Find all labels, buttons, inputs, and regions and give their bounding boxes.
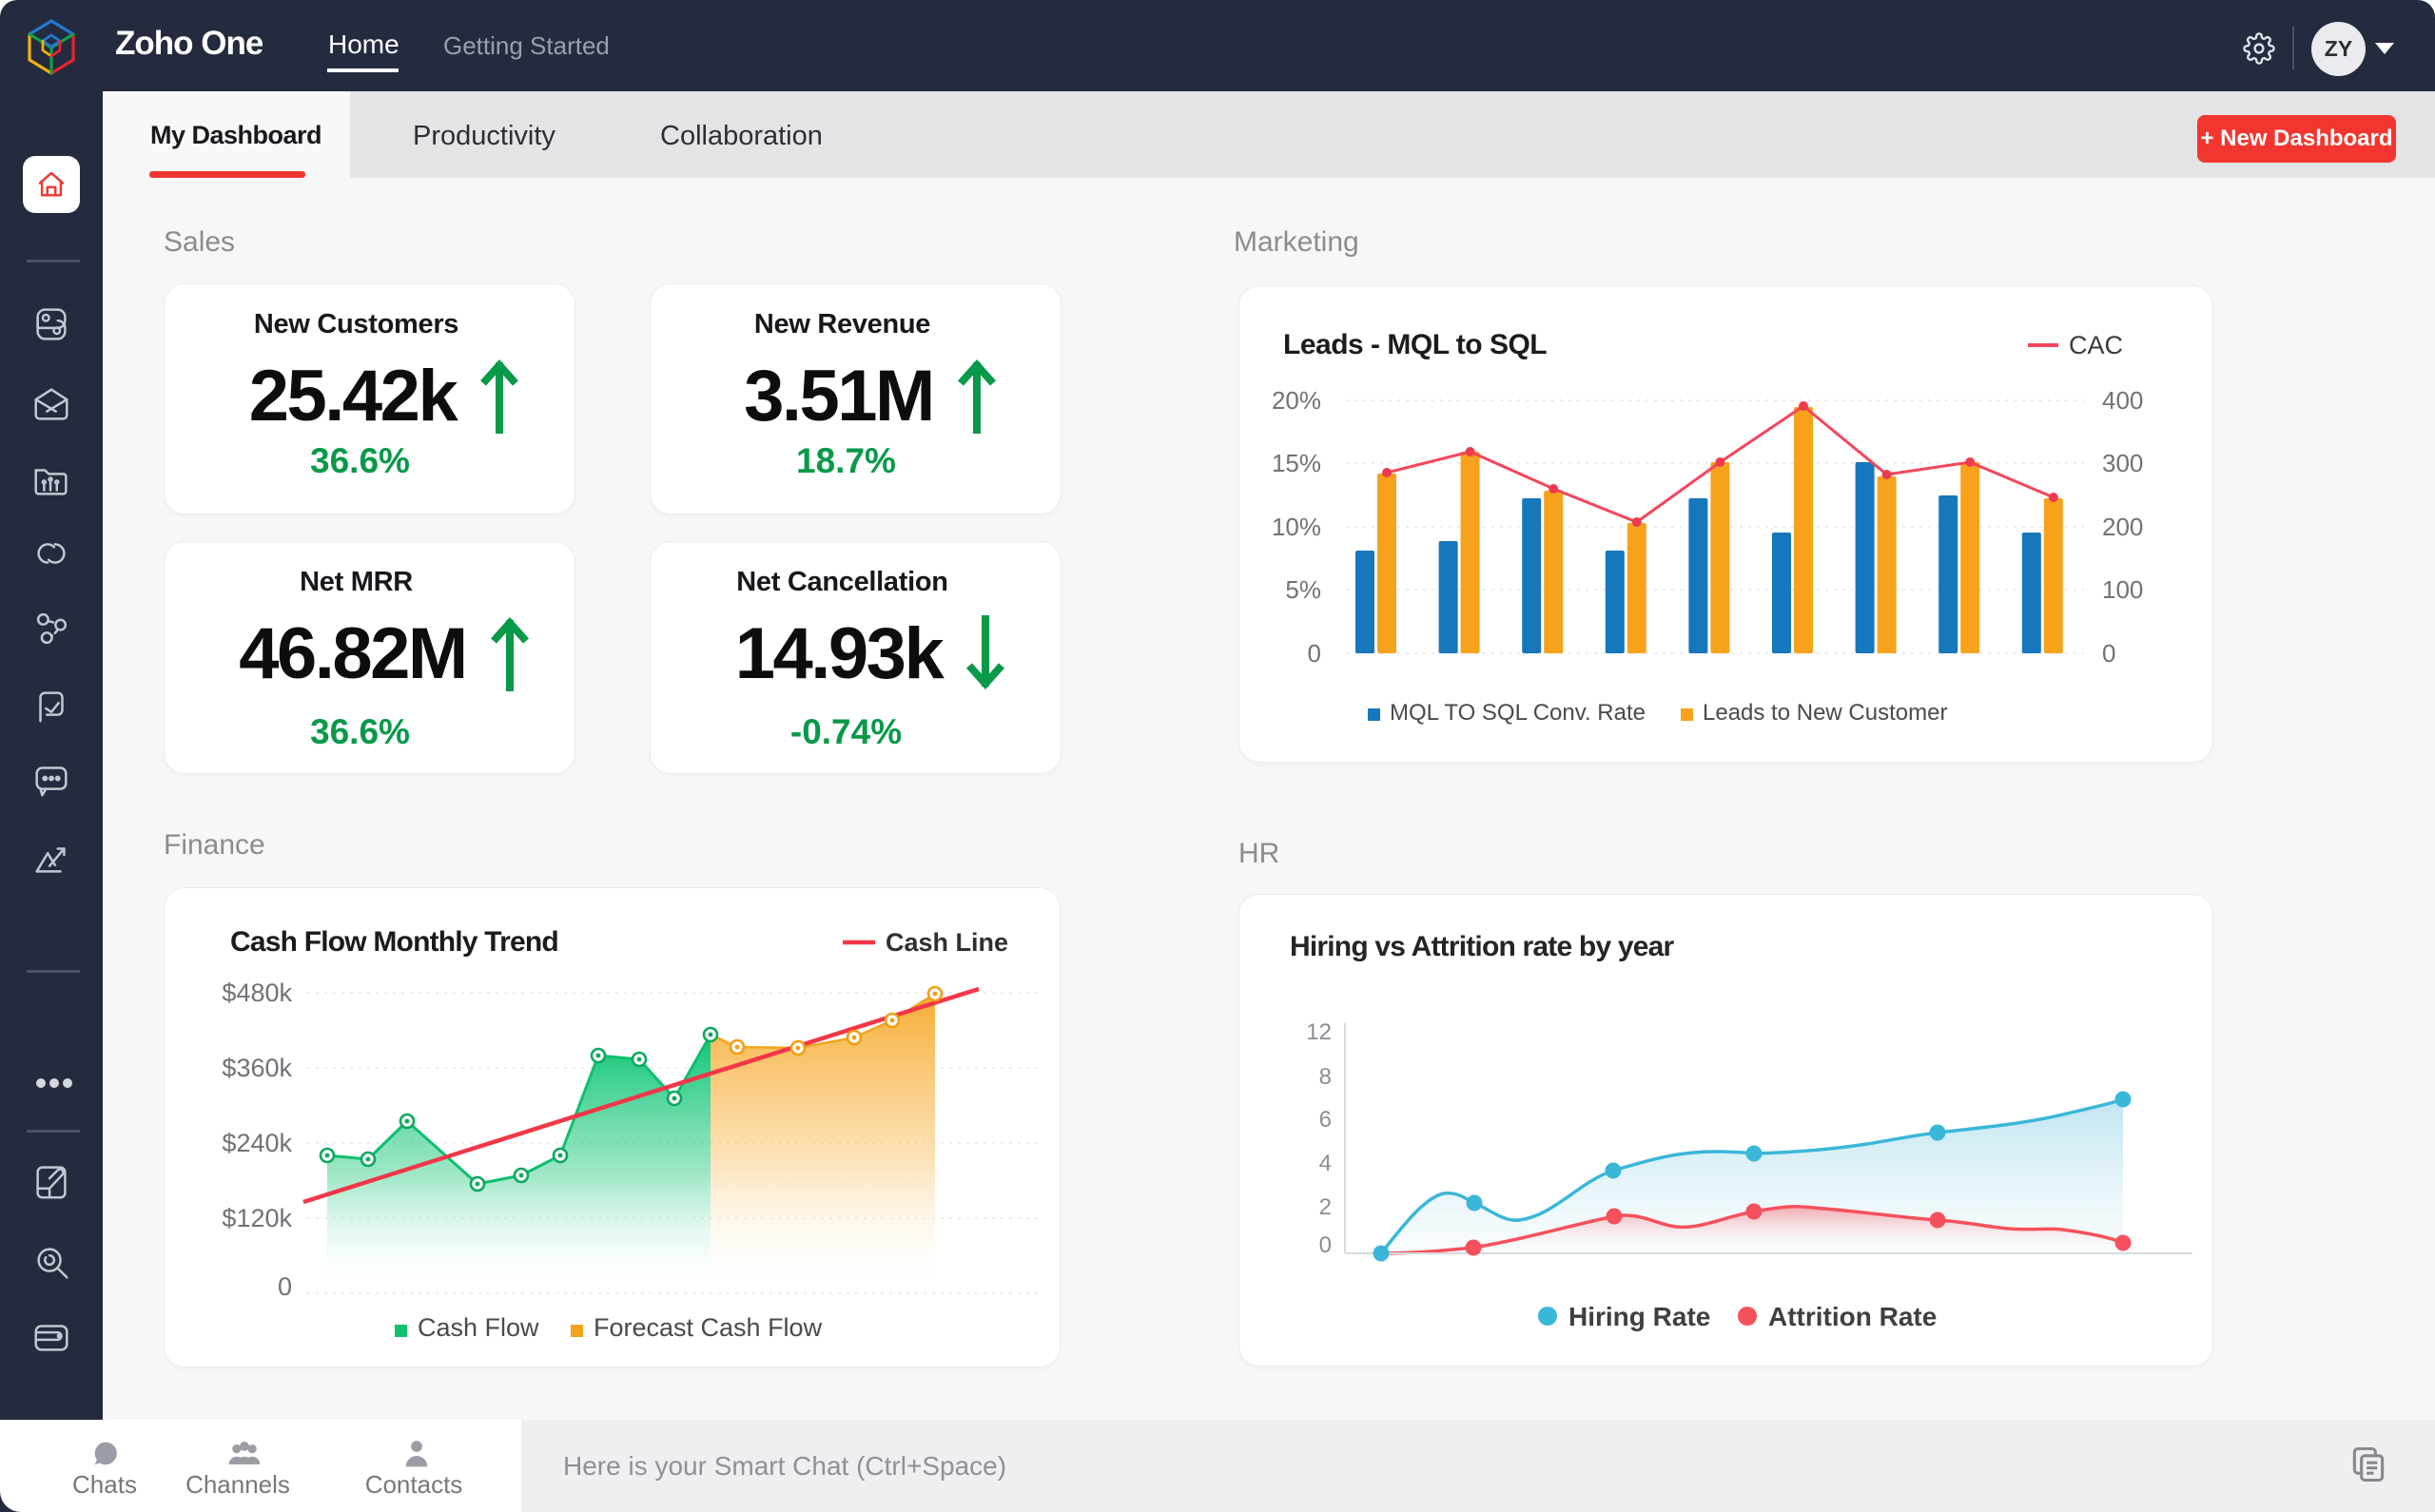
svg-text:8: 8 bbox=[1319, 1064, 1332, 1090]
svg-text:15%: 15% bbox=[1272, 449, 1321, 477]
svg-text:$120k: $120k bbox=[222, 1204, 292, 1232]
svg-text:MQL TO SQL Conv. Rate: MQL TO SQL Conv. Rate bbox=[1390, 700, 1646, 726]
svg-text:12: 12 bbox=[1306, 1019, 1332, 1045]
svg-text:$360k: $360k bbox=[222, 1054, 292, 1082]
svg-text:100: 100 bbox=[2102, 575, 2143, 604]
svg-text:2: 2 bbox=[1319, 1194, 1332, 1220]
svg-text:CAC: CAC bbox=[2069, 331, 2123, 359]
svg-text:400: 400 bbox=[2102, 386, 2143, 415]
svg-text:Leads to New Customer: Leads to New Customer bbox=[1703, 700, 1947, 726]
svg-text:0: 0 bbox=[278, 1272, 292, 1301]
svg-text:$480k: $480k bbox=[222, 979, 292, 1007]
svg-text:Forecast Cash Flow: Forecast Cash Flow bbox=[594, 1313, 823, 1342]
svg-text:Attrition Rate: Attrition Rate bbox=[1768, 1302, 1937, 1331]
svg-text:Cash Line: Cash Line bbox=[886, 928, 1008, 957]
svg-text:200: 200 bbox=[2102, 513, 2143, 541]
svg-text:5%: 5% bbox=[1285, 575, 1321, 604]
svg-text:Hiring Rate: Hiring Rate bbox=[1568, 1302, 1710, 1331]
svg-text:20%: 20% bbox=[1272, 386, 1321, 415]
svg-text:Hiring vs Attrition rate by ye: Hiring vs Attrition rate by year bbox=[1290, 931, 1675, 962]
svg-text:0: 0 bbox=[1308, 639, 1321, 668]
svg-text:10%: 10% bbox=[1272, 513, 1321, 541]
svg-text:4: 4 bbox=[1319, 1151, 1332, 1176]
svg-text:Cash Flow Monthly Trend: Cash Flow Monthly Trend bbox=[230, 926, 558, 958]
svg-text:300: 300 bbox=[2102, 449, 2143, 477]
svg-text:Leads - MQL to SQL: Leads - MQL to SQL bbox=[1283, 329, 1547, 360]
svg-text:Cash Flow: Cash Flow bbox=[418, 1313, 539, 1342]
svg-text:$240k: $240k bbox=[222, 1129, 292, 1157]
svg-text:6: 6 bbox=[1319, 1107, 1332, 1133]
svg-text:0: 0 bbox=[2102, 639, 2115, 668]
svg-text:0: 0 bbox=[1319, 1232, 1332, 1258]
